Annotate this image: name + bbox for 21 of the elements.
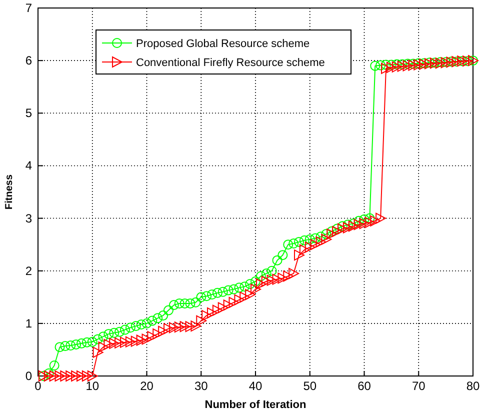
x-tick-label: 70 xyxy=(412,379,426,393)
x-tick-label: 80 xyxy=(466,379,480,393)
y-tick-label: 1 xyxy=(25,316,32,330)
x-tick-label: 60 xyxy=(358,379,372,393)
y-tick-label: 3 xyxy=(25,211,32,226)
x-tick-label: 0 xyxy=(34,379,42,393)
y-tick-label: 2 xyxy=(25,264,32,278)
y-axis-title: Fitness xyxy=(4,174,15,210)
legend-label: Conventional Firefly Resource scheme xyxy=(136,57,325,69)
legend-label: Proposed Global Resource scheme xyxy=(136,38,310,50)
y-tick-label: 7 xyxy=(25,1,32,15)
y-tick-label: 5 xyxy=(25,106,32,120)
x-axis-title: Number of Iteration xyxy=(204,399,307,411)
y-tick-label: 4 xyxy=(25,158,32,173)
y-tick-label: 0 xyxy=(25,369,32,383)
x-tick-label: 20 xyxy=(140,379,154,393)
x-tick-label: 10 xyxy=(86,379,100,393)
x-tick-label: 30 xyxy=(194,379,208,393)
x-tick-label: 50 xyxy=(303,379,317,393)
y-tick-label: 6 xyxy=(25,54,32,68)
x-tick-label: 40 xyxy=(248,379,262,393)
